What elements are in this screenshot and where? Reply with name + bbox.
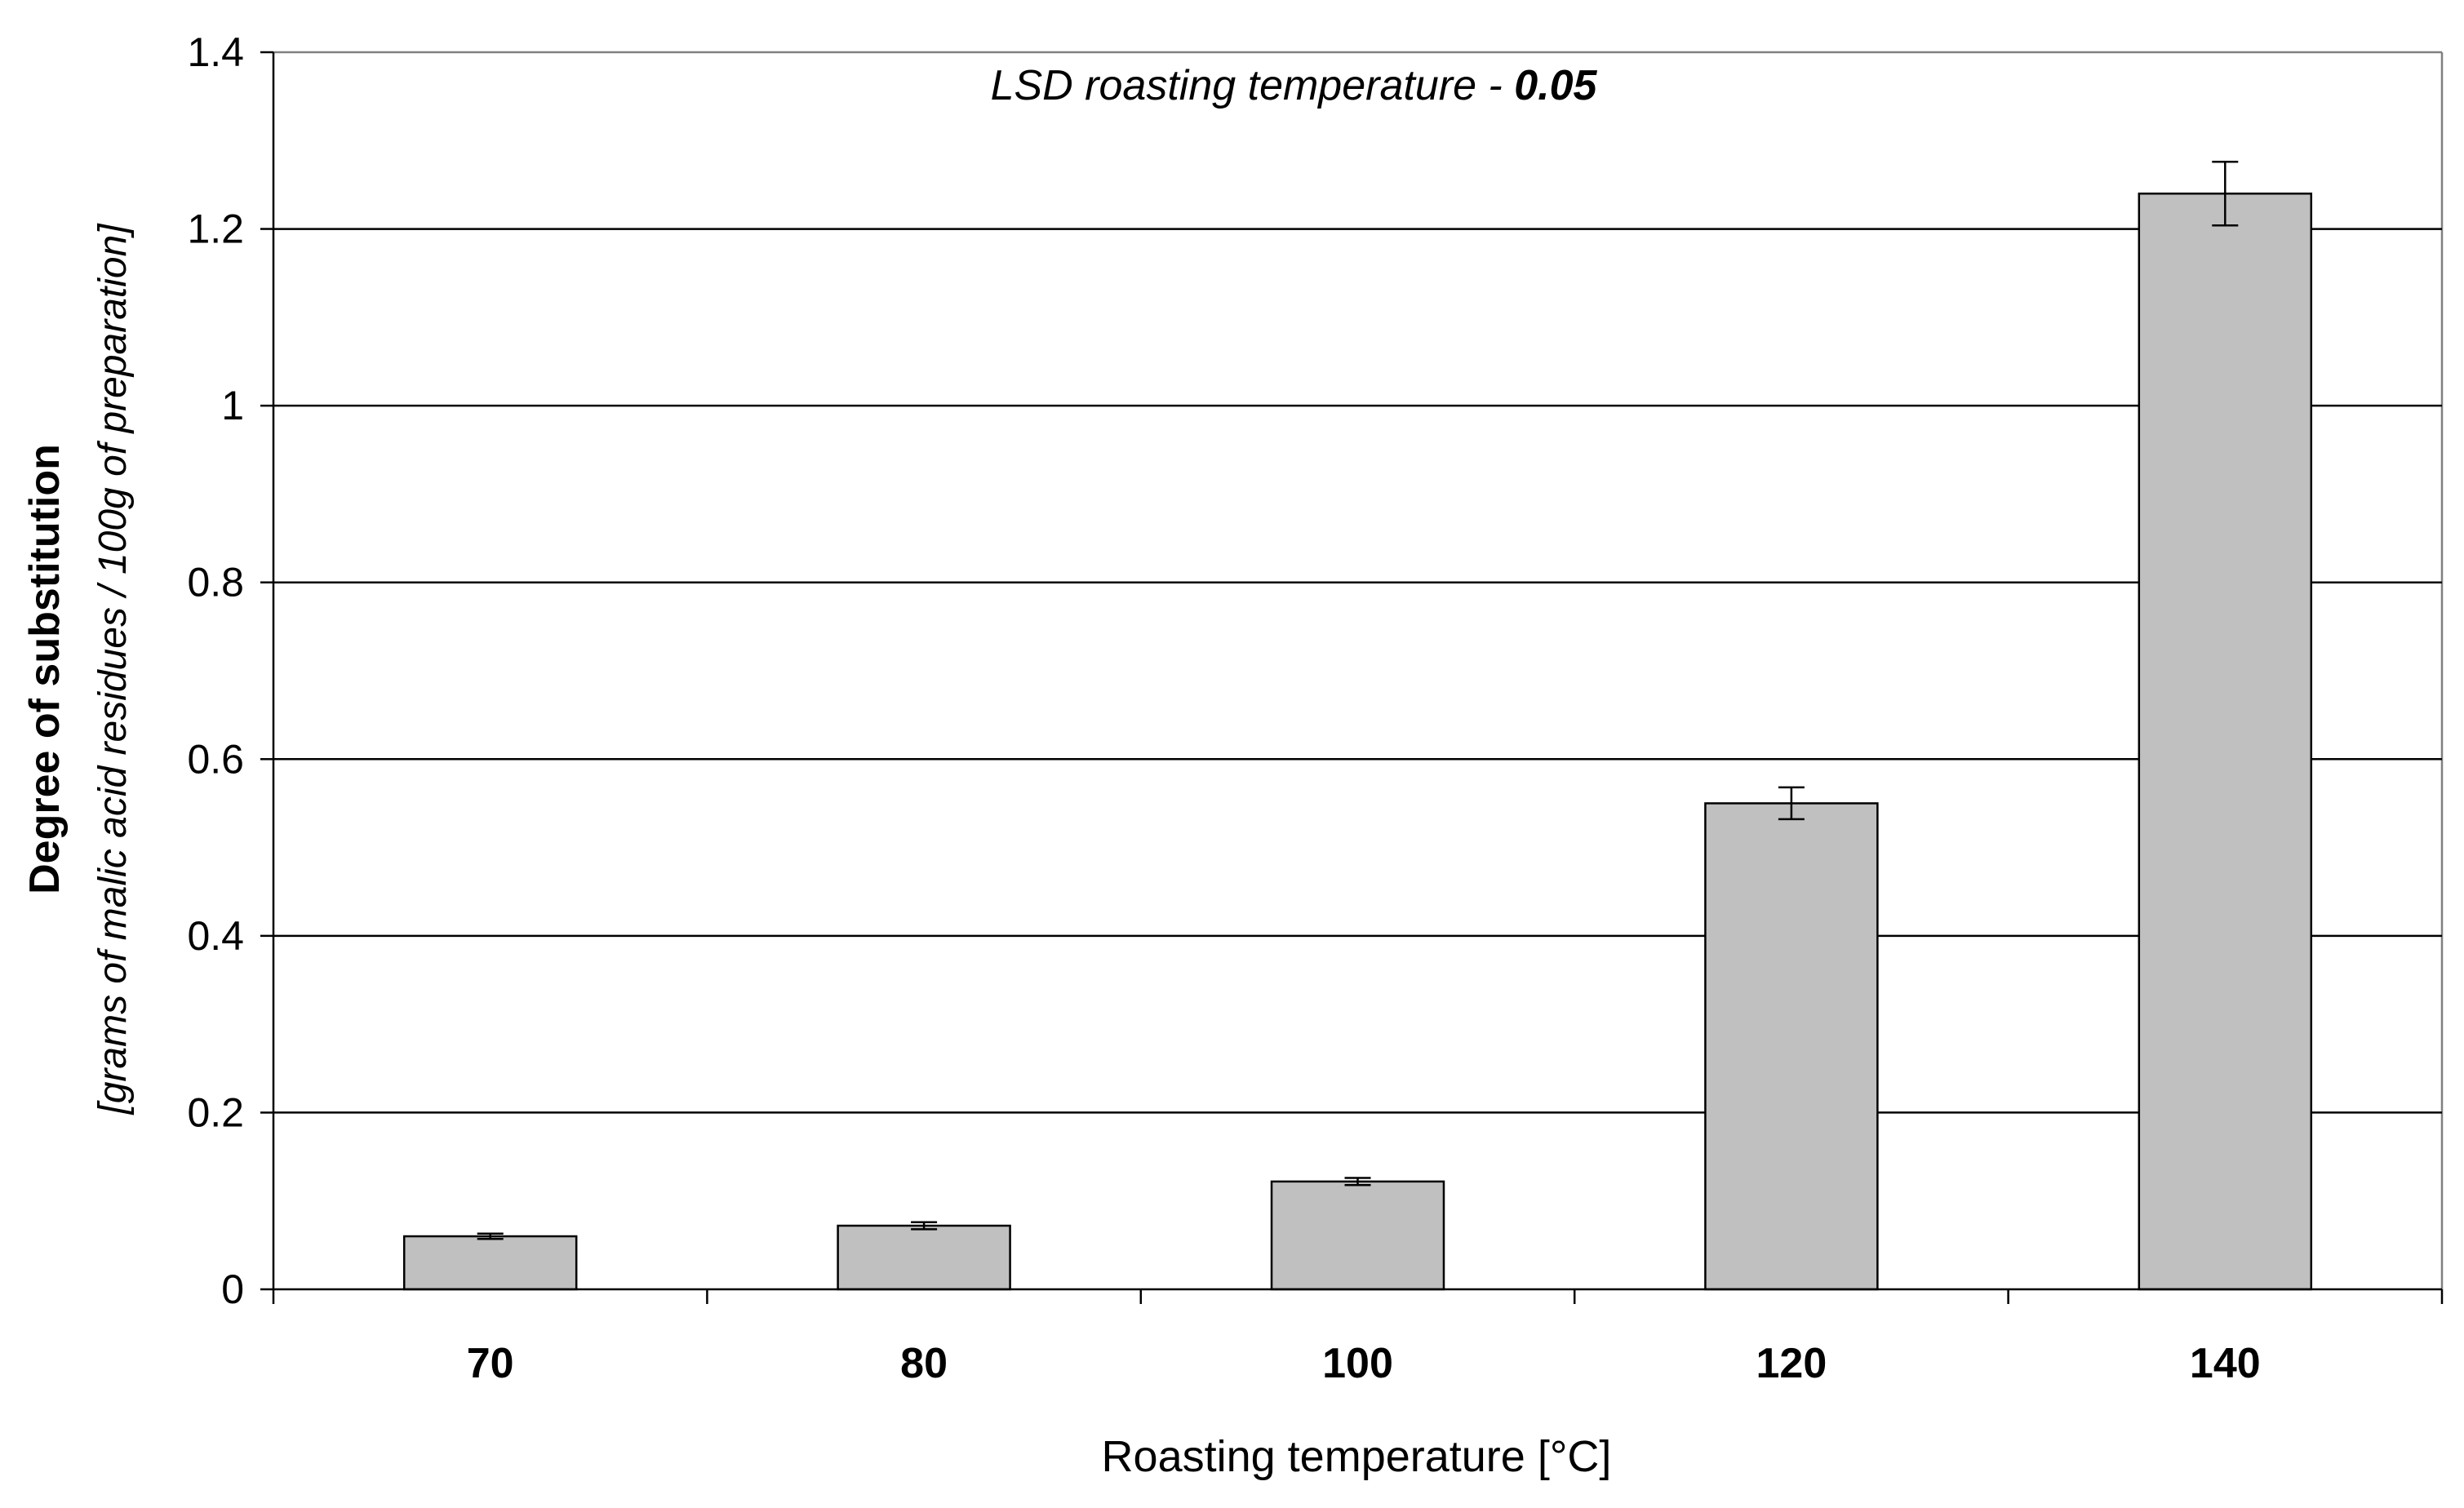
y-tick-label: 0.2 [187, 1089, 244, 1135]
lsd-annotation: LSD roasting temperature - 0.05 [991, 62, 1598, 109]
y-axis-title-sub: [grams of malic acid residues / 100g of … [91, 223, 135, 1115]
y-axis-title-main: Degree of substitution [21, 444, 69, 894]
bar-80 [837, 1224, 1011, 1291]
gridlines [273, 228, 2442, 1114]
y-tick-labels: 0 0.2 0.4 0.6 0.8 1 1.2 1.4 [187, 29, 244, 1312]
y-tick-label: 1.4 [187, 29, 244, 75]
x-tick-label: 80 [900, 1340, 948, 1387]
lsd-annotation-text: LSD roasting temperature - [991, 62, 1515, 109]
axes [260, 51, 2444, 1304]
y-tick-label: 0 [221, 1266, 244, 1312]
x-tick-labels: 70 80 100 120 140 [467, 1340, 2261, 1387]
bars [402, 193, 2313, 1291]
bar-140 [2138, 193, 2313, 1291]
y-tick-label: 1.2 [187, 206, 244, 252]
y-tick-label: 0.8 [187, 560, 244, 605]
x-tick-label: 120 [1756, 1340, 1827, 1387]
lsd-annotation-value: 0.05 [1514, 62, 1597, 109]
x-tick-label: 140 [2190, 1340, 2261, 1387]
x-axis-title: Roasting temperature [°C] [1102, 1432, 1612, 1481]
y-tick-label: 1 [221, 383, 244, 428]
bar-100 [1270, 1180, 1445, 1291]
y-tick-label: 0.4 [187, 913, 244, 959]
y-tick-label: 0.6 [187, 736, 244, 782]
plot-border [273, 51, 2444, 1289]
x-tick-label: 100 [1322, 1340, 1393, 1387]
x-tick-label: 70 [467, 1340, 514, 1387]
y-axis-title: Degree of substitution [21, 444, 69, 894]
y-axis-subtitle: [grams of malic acid residues / 100g of … [91, 223, 135, 1115]
error-bars [477, 161, 2239, 1240]
bar-70 [402, 1235, 578, 1291]
bar-120 [1704, 802, 1879, 1291]
